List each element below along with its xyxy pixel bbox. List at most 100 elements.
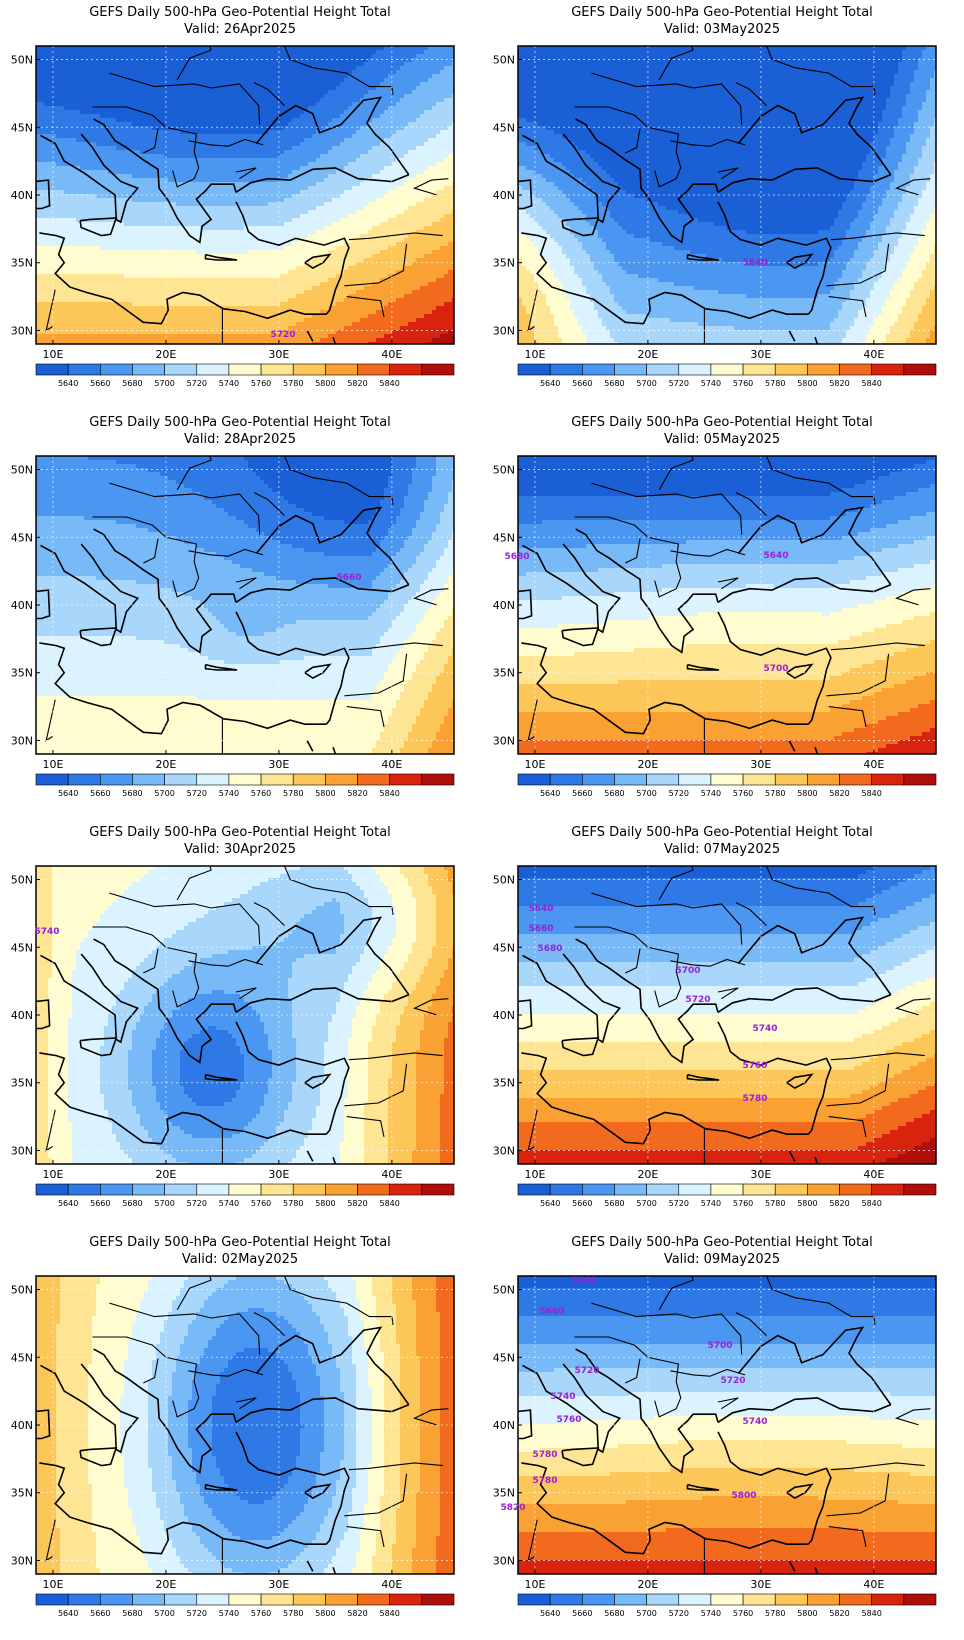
- contour-label: 5820: [500, 1503, 525, 1513]
- colorbar-swatch: [261, 1594, 293, 1605]
- colorbar-label: 5740: [219, 379, 239, 388]
- colorbar-label: 5640: [540, 1199, 560, 1208]
- colorbar-label: 5760: [251, 1609, 271, 1618]
- colorbar-swatch: [743, 1594, 775, 1605]
- longitude-label: 40E: [381, 1168, 402, 1181]
- colorbar-label: 5840: [380, 789, 400, 798]
- colorbar-swatch: [422, 1184, 454, 1195]
- colorbar-label: 5840: [380, 1199, 400, 1208]
- colorbar-swatch: [840, 1594, 872, 1605]
- colorbar-label: 5740: [219, 1199, 239, 1208]
- colorbar-swatch: [325, 1594, 357, 1605]
- colorbar-label: 5780: [765, 1609, 785, 1618]
- colorbar-label: 5780: [283, 789, 303, 798]
- map-panel-26apr: GEFS Daily 500-hPa Geo-Potential Height …: [0, 0, 480, 410]
- map-panel-28apr: GEFS Daily 500-hPa Geo-Potential Height …: [0, 410, 480, 820]
- latitude-label: 45N: [11, 941, 33, 954]
- colorbar-swatch: [679, 364, 711, 375]
- colorbar-swatch: [743, 774, 775, 785]
- colorbar-swatch: [711, 1594, 743, 1605]
- colorbar-swatch: [197, 1184, 229, 1195]
- contour-label: 5720: [720, 1376, 745, 1386]
- colorbar-swatch: [550, 364, 582, 375]
- colorbar-label: 5780: [765, 379, 785, 388]
- colorbar-swatch: [229, 1594, 261, 1605]
- colorbar-label: 5640: [58, 1609, 78, 1618]
- colorbar-swatch: [775, 364, 807, 375]
- colorbar-label: 5760: [251, 379, 271, 388]
- latitude-label: 50N: [11, 464, 33, 477]
- longitude-label: 30E: [750, 758, 771, 771]
- colorbar-label: 5720: [187, 1609, 207, 1618]
- colorbar-label: 5800: [315, 1199, 335, 1208]
- colorbar-label: 5820: [829, 1609, 849, 1618]
- longitude-label: 10E: [42, 1168, 63, 1181]
- colorbar-label: 5840: [862, 379, 882, 388]
- colorbar-swatch: [325, 1184, 357, 1195]
- colorbar-label: 5820: [347, 379, 367, 388]
- longitude-label: 40E: [863, 1578, 884, 1591]
- colorbar-swatch: [293, 1184, 325, 1195]
- colorbar-label: 5780: [283, 1199, 303, 1208]
- colorbar-label: 5720: [669, 379, 689, 388]
- colorbar-swatch: [647, 1594, 679, 1605]
- colorbar-swatch: [840, 1184, 872, 1195]
- colorbar-swatch: [807, 774, 839, 785]
- colorbar-label: 5700: [154, 1199, 174, 1208]
- colorbar-label: 5760: [251, 1199, 271, 1208]
- latitude-label: 50N: [493, 54, 515, 67]
- colorbar-label: 5800: [797, 1199, 817, 1208]
- latitude-label: 40N: [493, 189, 515, 202]
- colorbar-swatch: [647, 1184, 679, 1195]
- colorbar-label: 5660: [572, 1609, 592, 1618]
- latitude-label: 35N: [493, 1487, 515, 1500]
- contour-label: 5660: [528, 924, 553, 934]
- colorbar-label: 5640: [58, 1199, 78, 1208]
- colorbar-label: 5680: [604, 789, 624, 798]
- colorbar-swatch: [518, 1594, 550, 1605]
- longitude-label: 30E: [268, 1168, 289, 1181]
- colorbar-label: 5640: [58, 789, 78, 798]
- latitude-label: 35N: [11, 667, 33, 680]
- colorbar-swatch: [647, 774, 679, 785]
- colorbar-swatch: [358, 364, 390, 375]
- colorbar-swatch: [325, 774, 357, 785]
- latitude-label: 35N: [493, 257, 515, 270]
- colorbar-label: 5740: [701, 789, 721, 798]
- latitude-label: 35N: [493, 667, 515, 680]
- latitude-label: 30N: [11, 1554, 33, 1567]
- map-panel-05may: GEFS Daily 500-hPa Geo-Potential Height …: [482, 410, 962, 820]
- colorbar-swatch: [872, 1594, 904, 1605]
- colorbar-label: 5700: [154, 789, 174, 798]
- latitude-label: 45N: [11, 121, 33, 134]
- colorbar-label: 5800: [315, 789, 335, 798]
- colorbar-label: 5820: [347, 1199, 367, 1208]
- colorbar-label: 5700: [636, 379, 656, 388]
- colorbar-swatch: [550, 1184, 582, 1195]
- colorbar-swatch: [550, 774, 582, 785]
- colorbar-label: 5740: [701, 1199, 721, 1208]
- latitude-label: 50N: [11, 874, 33, 887]
- colorbar-label: 5660: [90, 1609, 110, 1618]
- colorbar-label: 5680: [604, 1199, 624, 1208]
- contour-label: 5780: [532, 1450, 557, 1460]
- contour-label: 5760: [556, 1415, 581, 1425]
- longitude-label: 10E: [524, 348, 545, 361]
- longitude-label: 40E: [863, 348, 884, 361]
- contour-label: 5660: [336, 573, 361, 583]
- latitude-label: 30N: [11, 324, 33, 337]
- colorbar-label: 5740: [219, 1609, 239, 1618]
- colorbar-label: 5680: [604, 1609, 624, 1618]
- colorbar-swatch: [711, 1184, 743, 1195]
- colorbar-label: 5640: [58, 379, 78, 388]
- colorbar-swatch: [743, 364, 775, 375]
- longitude-label: 30E: [750, 348, 771, 361]
- latitude-label: 45N: [493, 941, 515, 954]
- longitude-label: 30E: [268, 758, 289, 771]
- longitude-label: 30E: [750, 1168, 771, 1181]
- colorbar-label: 5640: [540, 1609, 560, 1618]
- colorbar-swatch: [582, 1184, 614, 1195]
- latitude-label: 35N: [11, 1487, 33, 1500]
